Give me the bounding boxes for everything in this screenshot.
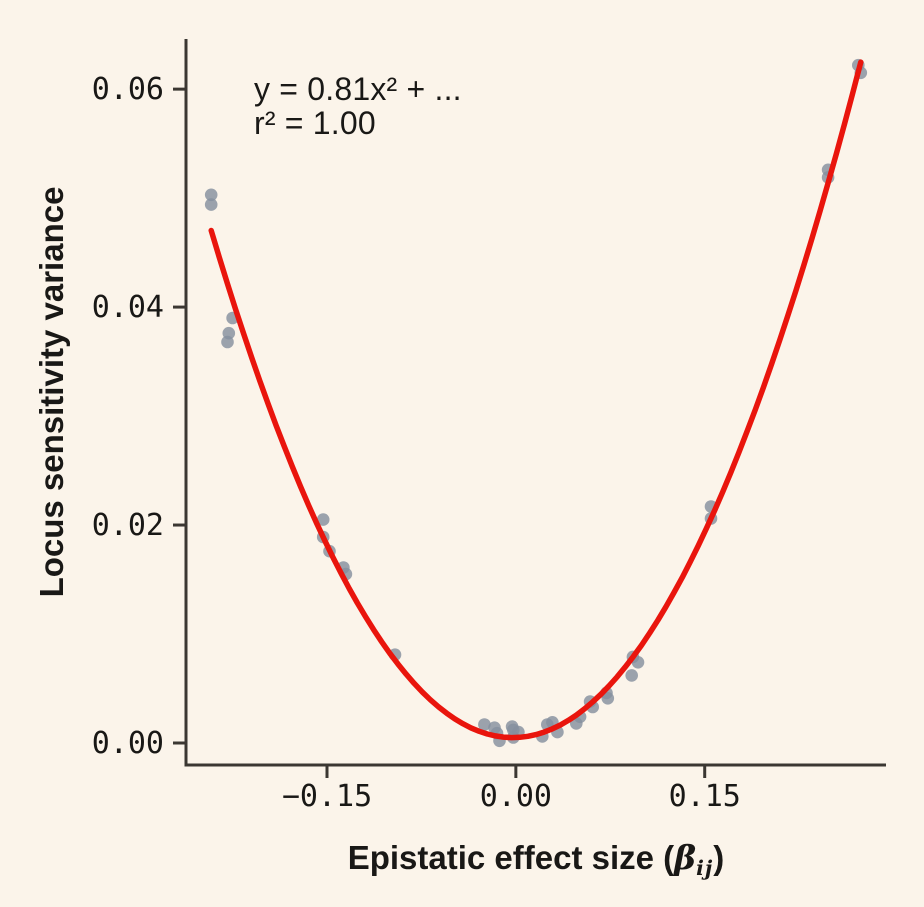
x-tick-label: 0.15 [669,779,741,814]
fit-annotation: y = 0.81x² + ... r² = 1.00 [254,72,462,140]
scatter-point [316,513,330,526]
y-tick-label: 0.04 [92,290,164,325]
x-axis-label: Epistatic effect size (βij) [186,838,886,880]
fit-curve [208,59,864,741]
scatter-point [478,718,491,731]
scatter-point [631,656,645,669]
scatter-point [601,692,615,705]
y-tick-label: 0.06 [92,72,164,107]
scatter-point [625,669,638,682]
fit-equation-text: y = 0.81x² + ... [254,71,462,107]
y-tick-label: 0.02 [92,508,164,543]
beta-subscript: ij [696,856,714,880]
scatter-point [204,198,218,211]
y-tick-label: 0.00 [92,726,164,761]
scatter-point [221,335,234,349]
y-axis-label: Locus sensitivity variance [33,186,70,598]
x-tick-label: −0.15 [282,779,372,814]
scatter-point [204,188,218,202]
x-axis-label-text: Epistatic effect size ( [347,839,675,876]
x-tick-label: 0.00 [480,779,552,814]
beta-symbol: β [674,838,697,877]
fit-r-squared-text: r² = 1.00 [254,105,376,141]
x-axis-label-close: ) [713,839,725,876]
